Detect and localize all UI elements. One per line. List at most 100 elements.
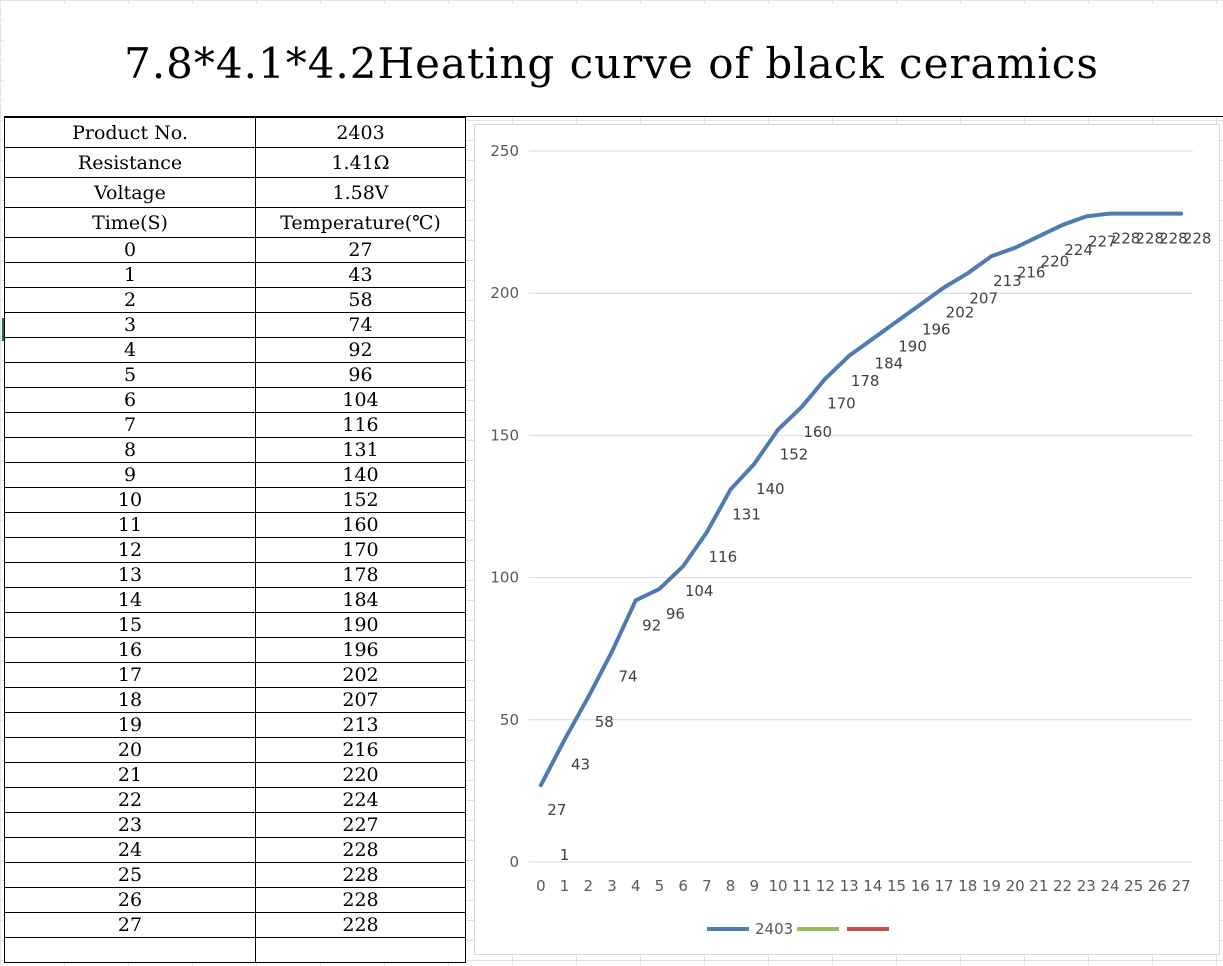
temperature-cell[interactable]: 104 bbox=[255, 387, 466, 413]
row-value[interactable]: 1.58V bbox=[255, 177, 466, 208]
time-cell[interactable]: 14 bbox=[4, 587, 256, 613]
time-cell[interactable]: 16 bbox=[4, 637, 256, 663]
time-cell[interactable]: 0 bbox=[4, 237, 256, 263]
empty-cell[interactable] bbox=[4, 937, 256, 963]
time-cell[interactable]: 27 bbox=[4, 912, 256, 938]
time-cell[interactable]: 11 bbox=[4, 512, 256, 538]
time-cell[interactable]: 6 bbox=[4, 387, 256, 413]
cell-selection-marker bbox=[2, 318, 4, 341]
x-tick-label: 0 bbox=[536, 877, 546, 895]
legend-label-2403: 2403 bbox=[755, 920, 793, 938]
data-label: 74 bbox=[618, 668, 637, 686]
temperature-cell[interactable]: 131 bbox=[255, 437, 466, 463]
row-label[interactable]: Product No. bbox=[4, 117, 256, 148]
temperature-cell[interactable]: 202 bbox=[255, 662, 466, 688]
time-cell[interactable]: 15 bbox=[4, 612, 256, 638]
time-cell[interactable]: 23 bbox=[4, 812, 256, 838]
time-cell[interactable]: 19 bbox=[4, 712, 256, 738]
temperature-cell[interactable]: 227 bbox=[255, 812, 466, 838]
temperature-cell[interactable]: 178 bbox=[255, 562, 466, 588]
time-cell[interactable]: 10 bbox=[4, 487, 256, 513]
data-label: 227 bbox=[1088, 232, 1117, 250]
x-tick-label: 24 bbox=[1100, 877, 1119, 895]
temperature-cell[interactable]: 196 bbox=[255, 637, 466, 663]
x-tick-label: 26 bbox=[1148, 877, 1167, 895]
temperature-cell[interactable]: 220 bbox=[255, 762, 466, 788]
temperature-cell[interactable]: 213 bbox=[255, 712, 466, 738]
temperature-header[interactable]: Temperature(℃) bbox=[255, 207, 466, 238]
temperature-cell[interactable]: 207 bbox=[255, 687, 466, 713]
time-cell[interactable]: 3 bbox=[4, 312, 256, 338]
temperature-cell[interactable]: 96 bbox=[255, 362, 466, 388]
temperature-cell[interactable]: 190 bbox=[255, 612, 466, 638]
x-tick-label: 13 bbox=[840, 877, 859, 895]
time-cell[interactable]: 21 bbox=[4, 762, 256, 788]
temperature-cell[interactable]: 160 bbox=[255, 512, 466, 538]
time-cell[interactable]: 18 bbox=[4, 687, 256, 713]
data-label: 58 bbox=[595, 713, 614, 731]
table-row: 9 140 bbox=[4, 462, 466, 488]
time-cell[interactable]: 12 bbox=[4, 537, 256, 563]
title-area bbox=[4, 4, 1223, 117]
data-label: 184 bbox=[875, 355, 904, 373]
temperature-cell[interactable]: 116 bbox=[255, 412, 466, 438]
time-cell[interactable]: 2 bbox=[4, 287, 256, 313]
time-cell[interactable]: 24 bbox=[4, 837, 256, 863]
time-cell[interactable]: 25 bbox=[4, 862, 256, 888]
temperature-cell[interactable]: 216 bbox=[255, 737, 466, 763]
x-tick-label: 3 bbox=[607, 877, 617, 895]
x-tick-label: 16 bbox=[911, 877, 930, 895]
table-row: 11 160 bbox=[4, 512, 466, 538]
table-row: 10 152 bbox=[4, 487, 466, 513]
time-cell[interactable]: 22 bbox=[4, 787, 256, 813]
time-cell[interactable]: 26 bbox=[4, 887, 256, 913]
temperature-cell[interactable]: 58 bbox=[255, 287, 466, 313]
empty-cell[interactable] bbox=[255, 937, 466, 963]
temperature-cell[interactable]: 152 bbox=[255, 487, 466, 513]
data-label: 104 bbox=[685, 582, 714, 600]
data-label: 140 bbox=[756, 480, 785, 498]
time-cell[interactable]: 7 bbox=[4, 412, 256, 438]
temperature-cell[interactable]: 27 bbox=[255, 237, 466, 263]
table-row: 1 43 bbox=[4, 262, 466, 288]
x-tick-label: 2 bbox=[584, 877, 594, 895]
time-cell[interactable]: 17 bbox=[4, 662, 256, 688]
temperature-cell[interactable]: 228 bbox=[255, 862, 466, 888]
temperature-cell[interactable]: 74 bbox=[255, 312, 466, 338]
temperature-cell[interactable]: 170 bbox=[255, 537, 466, 563]
table-row: 24 228 bbox=[4, 837, 466, 863]
x-tick-label: 8 bbox=[726, 877, 736, 895]
temperature-cell[interactable]: 228 bbox=[255, 887, 466, 913]
temperature-cell[interactable]: 228 bbox=[255, 837, 466, 863]
table-row: 27 228 bbox=[4, 912, 466, 938]
time-cell[interactable]: 4 bbox=[4, 337, 256, 363]
table-row: 12 170 bbox=[4, 537, 466, 563]
temperature-cell[interactable]: 92 bbox=[255, 337, 466, 363]
time-cell[interactable]: 20 bbox=[4, 737, 256, 763]
x-tick-label: 21 bbox=[1029, 877, 1048, 895]
x-tick-label: 9 bbox=[750, 877, 760, 895]
time-cell[interactable]: 8 bbox=[4, 437, 256, 463]
x-tick-label: 23 bbox=[1077, 877, 1096, 895]
time-cell[interactable]: 13 bbox=[4, 562, 256, 588]
x-tick-label: 1 bbox=[560, 877, 570, 895]
temperature-cell[interactable]: 184 bbox=[255, 587, 466, 613]
temperature-cell[interactable]: 43 bbox=[255, 262, 466, 288]
time-cell[interactable]: 1 bbox=[4, 262, 256, 288]
x-tick-label: 20 bbox=[1006, 877, 1025, 895]
row-value[interactable]: 2403 bbox=[255, 117, 466, 148]
time-header[interactable]: Time(S) bbox=[4, 207, 256, 238]
row-label[interactable]: Resistance bbox=[4, 147, 256, 178]
time-cell[interactable]: 5 bbox=[4, 362, 256, 388]
y-tick-label: 50 bbox=[500, 711, 519, 729]
temperature-cell[interactable]: 140 bbox=[255, 462, 466, 488]
temperature-cell[interactable]: 224 bbox=[255, 787, 466, 813]
data-label: 216 bbox=[1017, 264, 1046, 282]
row-value[interactable]: 1.41Ω bbox=[255, 147, 466, 178]
time-cell[interactable]: 9 bbox=[4, 462, 256, 488]
chart-area[interactable]: 0 50 100 150 200 250 0 1 2 3 4 5 6 7 8 9 10 11 12 13 14 15 16 1… bbox=[474, 124, 1220, 955]
table-row: 0 27 bbox=[4, 237, 466, 263]
y-tick-label: 100 bbox=[490, 569, 519, 587]
temperature-cell[interactable]: 228 bbox=[255, 912, 466, 938]
row-label[interactable]: Voltage bbox=[4, 177, 256, 208]
